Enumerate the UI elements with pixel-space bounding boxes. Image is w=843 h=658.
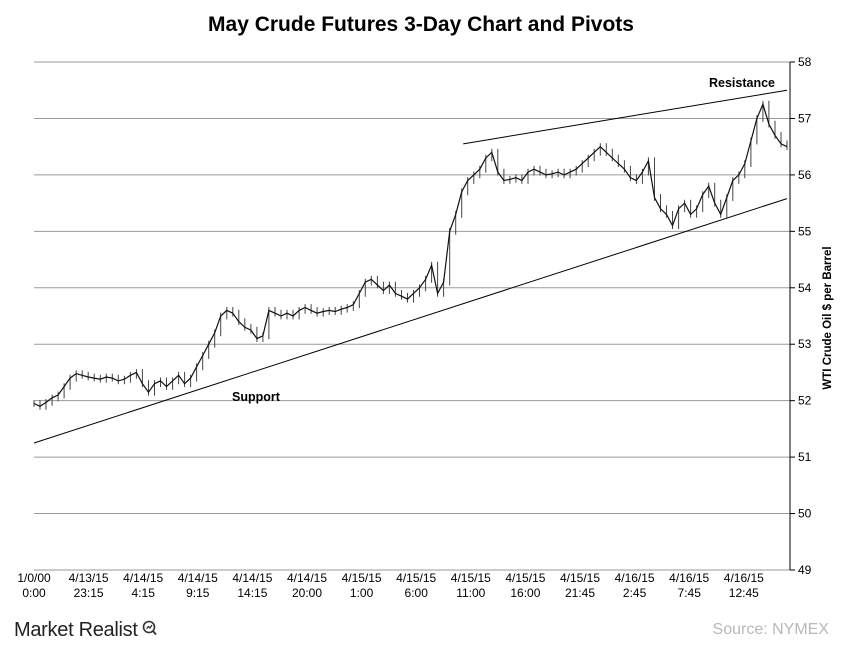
x-tick-label: 4/14/15 14:15 <box>232 571 272 600</box>
price-series <box>33 100 788 410</box>
x-tick-label: 4/15/15 16:00 <box>505 571 545 600</box>
y-tick-label: 57 <box>798 111 812 125</box>
x-tick-label: 4/16/15 2:45 <box>615 571 655 600</box>
y-tick-label: 58 <box>798 55 812 69</box>
x-tick-label: 4/14/15 4:15 <box>123 571 163 600</box>
trendlines <box>33 89 788 444</box>
x-tick-label: 4/15/15 21:45 <box>560 571 600 600</box>
y-tick-label: 55 <box>798 224 812 238</box>
y-tick-label: 54 <box>798 281 812 295</box>
price-line <box>33 102 788 407</box>
y-tick-label: 49 <box>798 563 812 577</box>
y-tick-label: 51 <box>798 450 812 464</box>
source-note: Source: NYMEX <box>712 621 829 638</box>
y-axis-label: WTI Crude Oil $ per Barrel <box>822 246 834 389</box>
brand-name: Market Realist <box>14 619 138 641</box>
trendline-resistance <box>463 89 788 145</box>
x-tick-label: 4/14/15 9:15 <box>178 571 218 600</box>
brand-logo: Market Realist <box>14 619 158 642</box>
x-axis-ticks: 1/0/00 0:00 4/13/15 23:15 4/14/15 4:15 4/14/15… <box>17 571 764 600</box>
x-tick-label: 4/16/15 7:45 <box>669 571 709 600</box>
y-tick-label: 52 <box>798 394 812 408</box>
x-tick-label: 4/15/15 1:00 <box>342 571 382 600</box>
y-tick-label: 53 <box>798 337 812 351</box>
x-tick-label: 4/14/15 20:00 <box>287 571 327 600</box>
x-tick-label: 4/15/15 11:00 <box>451 571 491 600</box>
x-tick-label: 4/15/15 6:00 <box>396 571 436 600</box>
y-tick-label: 56 <box>798 168 812 182</box>
chart-title: May Crude Futures 3-Day Chart and Pivots <box>208 13 634 36</box>
grid <box>34 61 791 571</box>
support-label: Support <box>232 390 281 404</box>
trendline-support <box>33 198 788 444</box>
magnifier-icon <box>142 620 157 636</box>
resistance-label: Resistance <box>709 76 775 90</box>
y-tick-label: 50 <box>798 507 812 521</box>
x-tick-label: 1/0/00 0:00 <box>17 571 51 600</box>
x-tick-label: 4/13/15 23:15 <box>69 571 109 600</box>
price-range-bars <box>33 100 788 410</box>
y-axis-ticks: 49 50 51 52 53 54 55 56 57 58 <box>790 55 812 577</box>
x-tick-label: 4/16/15 12:45 <box>724 571 764 600</box>
